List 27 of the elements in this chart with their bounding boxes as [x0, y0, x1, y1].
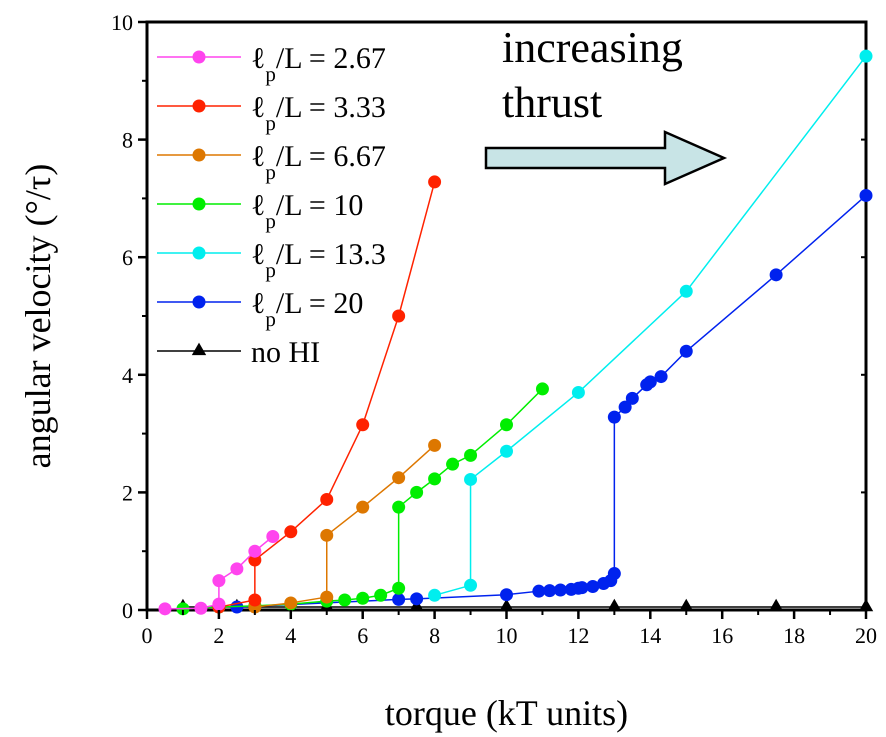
x-tick-label: 12: [567, 623, 590, 648]
x-tick-label: 4: [285, 623, 296, 648]
y-tick-label: 2: [122, 480, 133, 506]
x-tick-label: 16: [711, 623, 734, 648]
x-tick-label: 6: [357, 623, 368, 648]
legend-label: ℓ$_{p}$/L = 6.67: [251, 140, 386, 184]
y-tick-label: 8: [122, 128, 133, 153]
annotation: increasing thrust: [502, 23, 683, 127]
y-tick-label: 0: [122, 598, 133, 623]
x-tick-label: 20: [855, 623, 877, 648]
legend-label: ℓ$_{p}$/L = 13.3: [251, 238, 386, 282]
x-tick-label: 0: [142, 623, 152, 648]
y-axis-title: angular velocity (°/τ): [18, 164, 58, 468]
y-tick-label: 4: [122, 362, 133, 388]
x-tick-label: 10: [496, 623, 518, 648]
y-tick-label: 10: [111, 10, 133, 35]
y-tick-label: 6: [122, 245, 133, 270]
legend-label: ℓ$_{p}$/L = 3.33: [251, 91, 386, 135]
x-tick-label: 2: [213, 623, 224, 648]
legend-label: ℓ$_{p}$/L = 2.67: [251, 42, 386, 86]
x-tick-label: 18: [783, 623, 806, 648]
legend-label: no HI: [251, 336, 320, 369]
legend-label: ℓ$_{p}$/L = 20: [251, 287, 364, 331]
legend-label: ℓ$_{p}$/L = 10: [251, 189, 364, 233]
x-axis-title: torque (kT units): [384, 693, 628, 733]
x-tick-label: 14: [639, 623, 662, 648]
x-tick-label: 8: [429, 623, 440, 648]
